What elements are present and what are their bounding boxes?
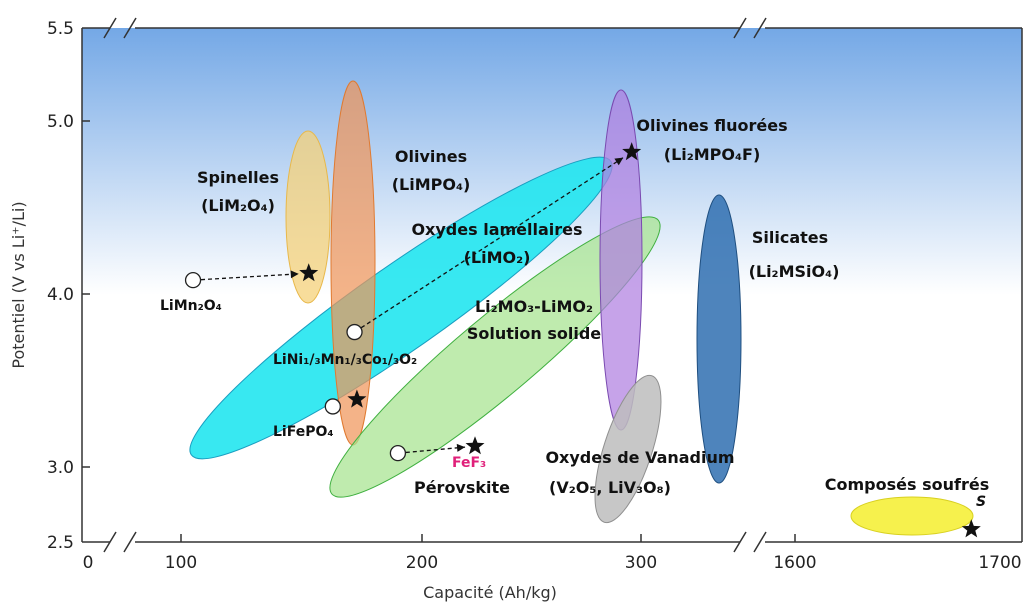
region-label: Li₂MO₃-LiMO₂ (475, 297, 593, 316)
region-formula: Solution solide (467, 324, 601, 343)
region-formula: (V₂O₅, LiV₃O₈) (549, 478, 671, 497)
material-labels: LiMn₂O₄ LiNi₁/₃Mn₁/₃Co₁/₃O₂ LiFePO₄ FeF₃… (160, 298, 986, 510)
region-labels: Spinelles (LiM₂O₄) Olivines (LiMPO₄) Oxy… (197, 116, 989, 497)
arrows (200, 157, 624, 454)
axis-break-marks (103, 17, 767, 553)
material-label: LiNi₁/₃Mn₁/₃Co₁/₃O₂ (273, 352, 417, 368)
target-material-point (347, 389, 367, 408)
region-label: Oxydes de Vanadium (545, 448, 734, 467)
region-formula: (LiMPO₄) (392, 175, 471, 194)
current-material-point (324, 398, 341, 415)
region-formula: (Li₂MSiO₄) (749, 262, 840, 281)
region-spinelles (285, 130, 331, 304)
region-label: Spinelles (197, 168, 279, 187)
current-material-point (184, 272, 202, 289)
x-tick-label: 1600 (773, 553, 816, 573)
regions (189, 80, 974, 536)
arrow-head (456, 443, 466, 452)
y-tick-label: 4.0 (47, 285, 74, 305)
material-label: FeF₃ (452, 455, 486, 471)
arrow-head (290, 270, 299, 279)
x-tick-labels: 0 100 200 300 1600 1700 (83, 553, 1022, 573)
x-axis-title: Capacité (Ah/kg) (423, 583, 557, 602)
region-label: Composés soufrés (825, 475, 989, 494)
current-material-point (389, 445, 407, 462)
y-tick-labels: 5.5 4.0 3.0 5.0 2.5 (47, 19, 74, 553)
region-oxydes-vanadium (594, 374, 662, 524)
x-tick-label: 100 (165, 553, 197, 573)
arrow-line (405, 446, 466, 454)
region-label: Oxydes lamellaires (411, 220, 582, 239)
region-formula: (LiM₂O₄) (201, 196, 275, 215)
current-material-markers (184, 272, 407, 462)
tick-marks (82, 120, 796, 542)
arrow-line (200, 273, 299, 281)
region-label: Olivines fluorées (636, 116, 787, 135)
axes-frame (81, 27, 1023, 543)
x-tick-label: 300 (625, 553, 657, 573)
target-material-point (299, 263, 319, 282)
region-olivines (330, 80, 376, 446)
arrow-line (360, 157, 624, 329)
target-material-point (465, 436, 485, 455)
x-tick-label: 200 (406, 553, 438, 573)
region-olivines-fluorees (599, 89, 643, 431)
target-material-markers (299, 142, 981, 538)
material-label: LiMn₂O₄ (160, 298, 222, 314)
target-material-point (961, 519, 981, 538)
y-tick-label: 5.5 (47, 19, 74, 39)
material-label: LiFePO₄ (273, 424, 334, 440)
target-material-point (622, 142, 642, 161)
y-tick-label: 3.0 (47, 458, 74, 478)
x-tick-label: 1700 (978, 553, 1021, 573)
y-tick-label: 2.5 (47, 533, 74, 553)
region-formula: (Li₂MPO₄F) (664, 145, 761, 164)
region-solution-solide (329, 216, 661, 498)
region-formula: (LiMO₂) (464, 248, 531, 267)
high-voltage-band (82, 28, 1022, 295)
region-label: Silicates (752, 228, 828, 247)
material-label: Pérovskite (414, 478, 510, 497)
x-tick-label: 0 (83, 553, 94, 573)
y-axis-title: Potentiel (V vs Li⁺/Li) (9, 201, 28, 368)
region-composes-soufres (850, 496, 974, 536)
y-tick-label: 5.0 (47, 112, 74, 132)
material-label: S (976, 494, 986, 510)
region-silicates (696, 194, 742, 484)
arrow-head (614, 157, 624, 166)
current-material-point (346, 323, 363, 341)
region-label: Olivines (395, 147, 467, 166)
